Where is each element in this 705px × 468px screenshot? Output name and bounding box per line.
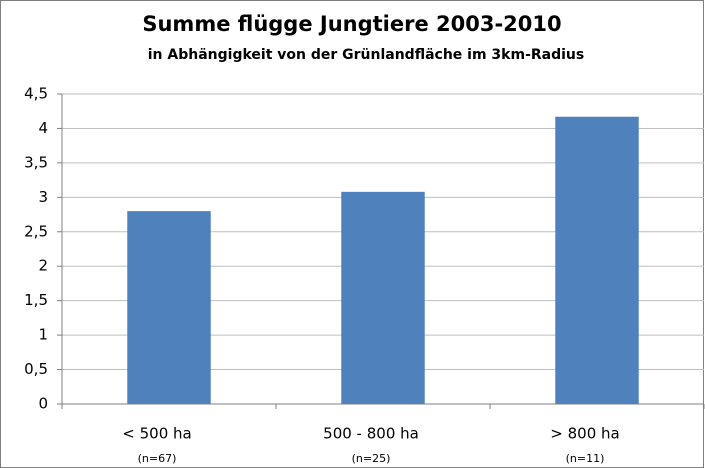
y-tick-label: 3 [38,188,48,206]
bar [127,211,211,404]
x-tick-label: < 500 ha [122,425,191,443]
y-tick-label: 4 [38,119,48,137]
y-tick-label: 2 [38,257,48,275]
bar [341,191,425,404]
chart-title: Summe flügge Jungtiere 2003-2010 [142,12,561,36]
y-tick-label: 1,5 [24,291,48,309]
chart-subtitle: in Abhängigkeit von der Grünlandfläche i… [148,47,584,63]
y-tick-label: 0,5 [24,360,48,378]
y-tick-label: 0 [38,395,48,413]
x-tick-note: (n=11) [566,452,605,465]
y-tick-label: 4,5 [24,85,48,103]
x-tick-label: > 800 ha [550,425,619,443]
y-tick-label: 3,5 [24,153,48,171]
y-tick-label: 2,5 [24,222,48,240]
bar [555,116,639,404]
x-tick-note: (n=67) [138,452,177,465]
x-tick-label: 500 - 800 ha [323,425,419,443]
y-tick-label: 1 [38,326,48,344]
x-tick-note: (n=25) [352,452,391,465]
